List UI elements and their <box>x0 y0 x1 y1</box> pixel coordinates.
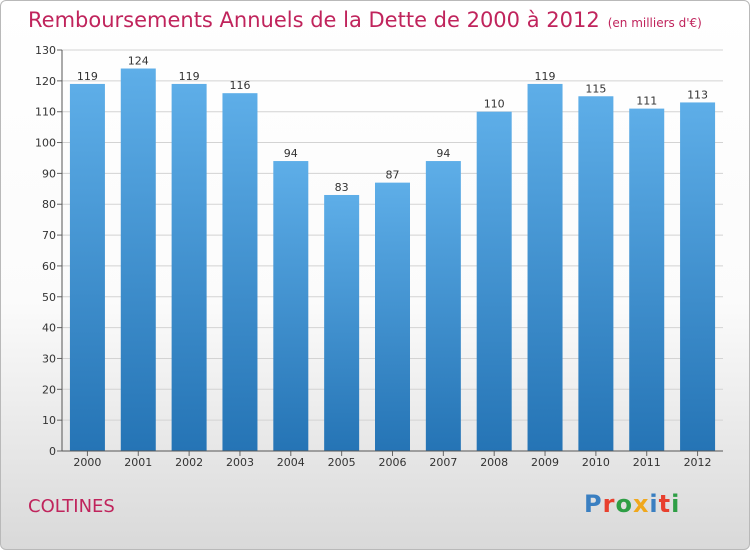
bar-value-label: 119 <box>77 70 98 83</box>
chart-title-text: Remboursements Annuels de la Dette de 20… <box>28 8 600 32</box>
bar-value-label: 113 <box>687 88 708 101</box>
y-tick-label: 90 <box>42 167 56 180</box>
bar <box>476 111 512 451</box>
x-tick-label: 2004 <box>277 456 305 469</box>
y-tick-label: 40 <box>42 322 56 335</box>
x-tick-label: 2003 <box>226 456 254 469</box>
labels: 0 10 20 30 40 50 60 70 80 90 100 110 120 130 119 2000 12… <box>35 44 712 469</box>
x-tick-label: 2001 <box>124 456 152 469</box>
y-tick-label: 10 <box>42 414 56 427</box>
y-tick-label: 120 <box>35 75 56 88</box>
y-tick-label: 0 <box>49 445 56 458</box>
logo-letter: P <box>584 490 603 518</box>
y-tick-label: 50 <box>42 291 56 304</box>
bar <box>273 161 309 452</box>
bar <box>578 96 614 452</box>
x-tick-label: 2008 <box>480 456 508 469</box>
bar <box>375 182 410 451</box>
chart-unit-label: (en milliers d'€) <box>607 16 702 30</box>
bar-value-label: 119 <box>535 70 556 83</box>
bar <box>171 83 207 451</box>
bar-value-label: 124 <box>128 55 149 68</box>
y-tick-label: 30 <box>42 352 56 365</box>
bar <box>629 108 665 451</box>
logo-letter: t <box>658 490 672 518</box>
bar <box>120 68 156 451</box>
bar-value-label: 111 <box>636 95 657 108</box>
x-tick-label: 2002 <box>175 456 203 469</box>
x-tick-label: 2005 <box>328 456 356 469</box>
bar <box>425 161 461 452</box>
logo-letter: i <box>649 490 659 518</box>
axes <box>57 49 723 456</box>
bar-value-label: 94 <box>436 147 450 160</box>
bar-value-label: 110 <box>484 98 505 111</box>
y-tick-label: 110 <box>35 106 56 119</box>
bar-value-label: 115 <box>585 82 606 95</box>
commune-name: COLTINES <box>28 496 115 517</box>
bar <box>324 194 360 451</box>
y-tick-label: 70 <box>42 229 56 242</box>
proxiti-logo: Proxiti <box>584 490 680 518</box>
x-tick-label: 2011 <box>633 456 661 469</box>
y-tick-label: 130 <box>35 44 56 57</box>
x-tick-label: 2012 <box>684 456 712 469</box>
logo-letter: i <box>671 490 681 518</box>
bar <box>222 93 258 451</box>
x-tick-label: 2009 <box>531 456 559 469</box>
bars <box>69 68 716 452</box>
x-tick-label: 2007 <box>429 456 457 469</box>
y-tick-label: 80 <box>42 198 56 211</box>
logo-letter: r <box>602 490 616 518</box>
chart-title: Remboursements Annuels de la Dette de 20… <box>28 8 702 32</box>
x-tick-label: 2010 <box>582 456 610 469</box>
y-tick-label: 20 <box>42 383 56 396</box>
x-tick-label: 2006 <box>379 456 407 469</box>
bar-value-label: 87 <box>386 169 400 182</box>
logo-letter: o <box>615 490 633 518</box>
bar-value-label: 94 <box>284 147 298 160</box>
bar <box>680 102 716 451</box>
bar <box>527 83 563 451</box>
logo-letter: x <box>632 490 650 518</box>
bar-value-label: 116 <box>229 79 250 92</box>
bar-value-label: 119 <box>179 70 200 83</box>
x-tick-label: 2000 <box>73 456 101 469</box>
y-tick-label: 100 <box>35 137 56 150</box>
y-tick-label: 60 <box>42 260 56 273</box>
bar-value-label: 83 <box>335 181 349 194</box>
bar <box>69 83 105 451</box>
